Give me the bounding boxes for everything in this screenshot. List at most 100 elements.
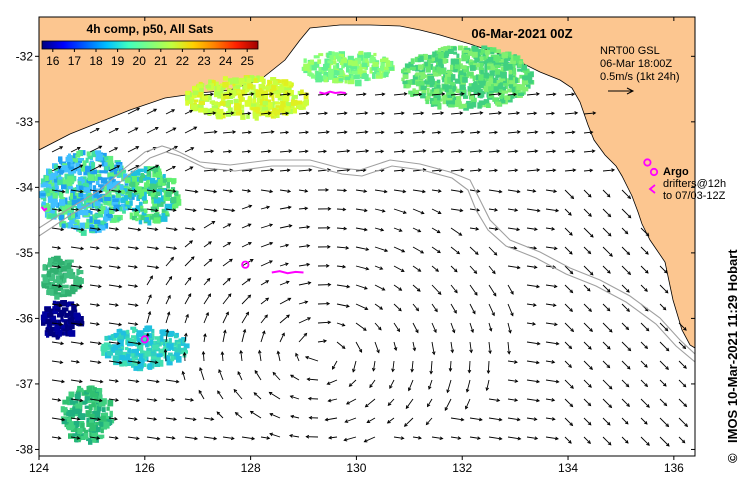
sst-pixel	[86, 179, 93, 184]
sst-pixel	[436, 66, 443, 73]
sst-pixel	[229, 90, 237, 97]
current-vector-head	[379, 306, 384, 310]
sst-pixel	[518, 60, 523, 65]
current-vector	[70, 341, 84, 345]
current-vector-head	[476, 208, 481, 212]
sst-pixel	[261, 106, 269, 111]
sst-pixel	[128, 338, 135, 343]
current-vector	[621, 189, 631, 199]
sst-pixel	[287, 81, 292, 86]
sst-pixel	[149, 339, 154, 346]
current-vector	[127, 436, 139, 440]
sst-pixel	[61, 209, 68, 215]
sst-pixel	[501, 71, 507, 79]
sst-pixel	[473, 81, 478, 87]
sst-pixel	[105, 198, 109, 206]
current-vector	[127, 322, 138, 325]
sst-pixel	[512, 90, 520, 95]
sst-pixel	[131, 357, 136, 364]
current-vector	[260, 280, 269, 286]
sst-pixel	[157, 179, 164, 184]
colorbar-tick-label: 17	[68, 54, 82, 68]
sst-pixel	[59, 169, 64, 175]
current-vector-head	[270, 130, 275, 134]
sst-pixel	[42, 276, 49, 284]
current-vector-head	[611, 168, 616, 172]
sst-pixel	[173, 196, 180, 200]
current-vector	[355, 322, 367, 331]
current-vector-head	[381, 92, 386, 97]
current-vector-head	[154, 360, 159, 365]
current-vector	[412, 284, 421, 292]
current-vector	[127, 165, 139, 172]
sst-pixel	[424, 61, 428, 67]
sst-pixel	[487, 82, 491, 87]
current-vector	[203, 293, 211, 305]
sst-pixel	[154, 336, 160, 340]
sst-pixel	[69, 317, 75, 324]
sst-pixel	[474, 58, 480, 63]
sst-pixel	[121, 190, 125, 195]
current-vector	[127, 398, 140, 402]
sst-pixel	[500, 66, 506, 71]
sst-pixel	[95, 150, 102, 155]
sst-pixel	[41, 274, 46, 278]
sst-pixel	[103, 216, 107, 222]
sst-pixel	[156, 356, 161, 363]
current-vector-head	[332, 365, 336, 370]
sst-pixel	[59, 221, 67, 226]
current-vector-head	[352, 368, 356, 373]
current-vector	[469, 417, 482, 421]
sst-pixel	[140, 208, 147, 212]
current-vector	[507, 169, 518, 172]
current-vector-head	[266, 205, 271, 210]
sst-pixel	[100, 152, 107, 158]
current-vector-head	[265, 297, 270, 302]
current-vector-head	[327, 245, 331, 249]
current-vector-head	[135, 246, 140, 251]
sst-pixel	[100, 428, 104, 434]
sst-pixel	[48, 275, 56, 281]
sst-pixel	[507, 94, 515, 99]
sst-pixel	[95, 422, 102, 426]
sst-pixel	[47, 192, 51, 198]
current-vector-head	[133, 189, 138, 193]
sst-pixel	[484, 65, 488, 72]
sst-pixel	[322, 73, 327, 80]
sst-pixel	[45, 285, 50, 289]
current-vector	[507, 112, 520, 115]
current-vector-head	[508, 329, 512, 334]
current-vector-head	[448, 368, 453, 372]
sst-pixel	[99, 203, 103, 207]
current-vector-head	[324, 111, 329, 116]
colorbar-tick-labels: 16 17 18 19 20 21 22 23 24 25	[46, 54, 254, 68]
current-vector	[260, 169, 274, 172]
current-vector	[235, 412, 243, 419]
sst-pixel	[281, 109, 288, 116]
sst-pixel	[190, 104, 198, 112]
sst-pixel	[46, 289, 53, 295]
current-vector	[450, 112, 463, 115]
current-vector-head	[458, 149, 463, 154]
current-vector-head	[268, 391, 273, 396]
current-vector	[545, 322, 558, 326]
sst-pixel	[77, 413, 84, 419]
sst-pixel	[468, 83, 473, 87]
current-vector	[469, 322, 474, 333]
current-vector	[203, 436, 217, 440]
sst-pixel	[139, 205, 144, 209]
sst-pixel	[389, 66, 395, 71]
sst-pixel	[234, 103, 242, 111]
current-vector-head	[247, 111, 252, 116]
current-vector-head	[343, 111, 348, 116]
current-vector-head	[492, 270, 496, 275]
current-vector	[51, 189, 65, 193]
current-vector	[298, 226, 310, 229]
current-vector-head	[270, 92, 274, 96]
current-vector	[412, 246, 424, 254]
current-vector-head	[536, 398, 541, 403]
sst-pixel	[99, 170, 107, 174]
current-vector-head	[536, 284, 541, 289]
current-vector-head	[534, 130, 539, 134]
sst-pixel	[117, 350, 123, 357]
